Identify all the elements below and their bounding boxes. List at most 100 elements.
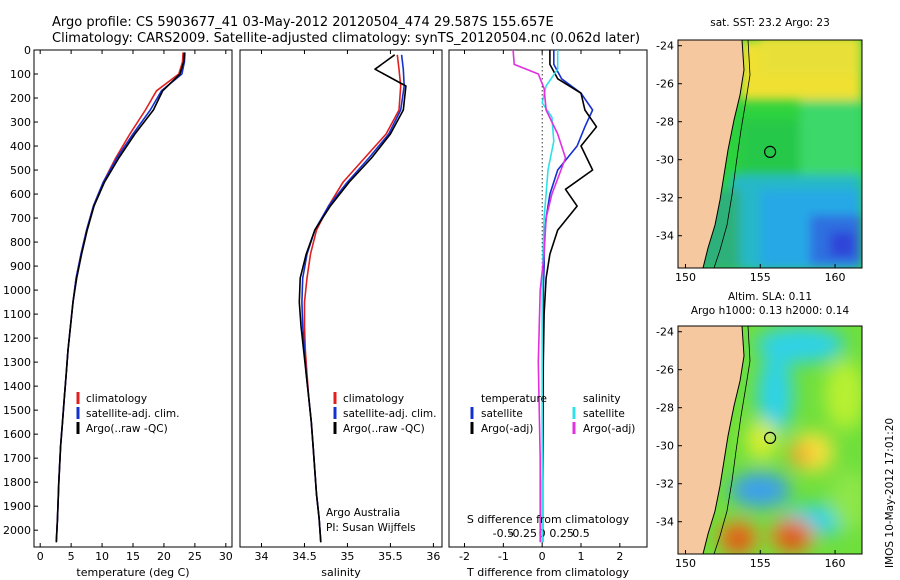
sla-map-axes: 150 155 160 -24 -26 -28 -30 -32 -34 (656, 326, 846, 570)
y-tick-label: 1900 (3, 500, 31, 513)
temperature-xlabel: temperature (deg C) (76, 566, 189, 579)
legend-argo: Argo(..raw -QC) (343, 423, 425, 435)
y-tick-label: -28 (656, 116, 674, 129)
y-tick-label: 2000 (3, 524, 31, 537)
sst-map-title: sat. SST: 23.2 Argo: 23 (710, 17, 830, 29)
legend-argo: Argo(..raw -QC) (86, 423, 168, 435)
temperature-legend: climatology satellite-adj. clim. Argo(..… (76, 392, 179, 435)
x-tick-label: 0 (539, 550, 546, 563)
x-tick-label: 155 (750, 557, 771, 570)
credit-organisation: Argo Australia (326, 507, 400, 519)
legend-satellite: satellite-adj. clim. (86, 408, 179, 420)
salinity-panel: 34 34.5 35 35.5 36 salinity climatology sate… (239, 49, 443, 579)
legend-climatology: climatology (86, 393, 147, 405)
credit-pi: PI: Susan Wijffels (326, 522, 416, 534)
s-tick-label: -0.25 (509, 527, 537, 540)
x-tick-label: 36 (426, 550, 440, 563)
series-line-t-argo-adj- (541, 50, 598, 543)
y-tick-label: -28 (656, 402, 674, 415)
y-tick-label: -24 (656, 326, 674, 339)
title-line-2: Climatology: CARS2009. Satellite-adjuste… (52, 31, 640, 46)
legend-s-argo: Argo(-adj) (583, 423, 635, 435)
series-line-argo-raw-qc- (298, 54, 407, 543)
y-tick-label: 1600 (3, 428, 31, 441)
legend-title-salinity: salinity (583, 393, 621, 405)
legend-t-satellite: satellite (481, 408, 523, 420)
y-tick-label: 1300 (3, 356, 31, 369)
x-tick-label: 15 (126, 550, 140, 563)
sla-field (678, 326, 862, 554)
y-tick-label: 400 (10, 140, 31, 153)
timestamp: IMOS 10-May-2012 17:01:20 (884, 418, 896, 568)
x-tick-label: 160 (825, 557, 846, 570)
salinity-axes-box (239, 49, 443, 548)
legend-climatology: climatology (343, 393, 404, 405)
y-tick-label: 900 (10, 260, 31, 273)
y-tick-label: 1100 (3, 308, 31, 321)
legend-title-temperature: temperature (481, 393, 547, 405)
x-tick-label: 25 (188, 550, 202, 563)
x-tick-label: 30 (219, 550, 233, 563)
title-line-1: Argo profile: CS 5903677_41 03-May-2012 … (52, 15, 554, 30)
x-tick-label: 34.5 (292, 550, 317, 563)
x-tick-label: 150 (675, 271, 696, 284)
y-tick-label: -26 (656, 78, 674, 91)
salinity-legend: climatology satellite-adj. clim. Argo(..… (333, 392, 436, 435)
y-tick-label: -30 (656, 440, 674, 453)
y-tick-label: -32 (656, 478, 674, 491)
x-tick-label: 20 (157, 550, 171, 563)
series-line-argo-raw-qc- (55, 52, 186, 543)
x-tick-label: 160 (825, 271, 846, 284)
y-tick-label: 1000 (3, 284, 31, 297)
y-tick-label: 1700 (3, 452, 31, 465)
y-tick-label: 800 (10, 236, 31, 249)
x-tick-label: 35 (340, 550, 354, 563)
y-tick-label: 1800 (3, 476, 31, 489)
x-tick-label: 10 (95, 550, 109, 563)
difference-axes-box (448, 49, 648, 548)
legend-s-satellite: satellite (583, 408, 625, 420)
y-tick-label: 1500 (3, 404, 31, 417)
x-tick-label: 1 (578, 550, 585, 563)
y-tick-label: 1400 (3, 380, 31, 393)
temperature-axes-box (33, 49, 233, 548)
x-tick-label: 5 (68, 550, 75, 563)
x-tick-label: 35.5 (378, 550, 403, 563)
y-tick-label: -34 (656, 516, 674, 529)
salinity-series (298, 54, 407, 543)
legend-t-argo: Argo(-adj) (481, 423, 533, 435)
x-tick-label: 155 (750, 271, 771, 284)
y-tick-label: -24 (656, 40, 674, 53)
difference-series (512, 49, 598, 543)
s-tick-label: -0.5 (493, 527, 514, 540)
difference-panel: -2 -1 0 1 2-0.5-0.25 0 0.250.5 T difference fr… (448, 49, 648, 579)
y-tick-label: 500 (10, 164, 31, 177)
temperature-x-axis: 0 5 10 15 20 25 30 (37, 50, 233, 563)
difference-x-axis: -2 -1 0 1 2-0.5-0.25 0 0.250.5 (459, 50, 623, 563)
sst-field (678, 40, 862, 268)
x-tick-label: -1 (498, 550, 509, 563)
x-tick-label: 34 (254, 550, 268, 563)
legend-satellite: satellite-adj. clim. (343, 408, 436, 420)
y-tick-label: 200 (10, 92, 31, 105)
x-tick-label: -2 (459, 550, 470, 563)
y-tick-label: -30 (656, 154, 674, 167)
s-tick-label: 0.5 (572, 527, 590, 540)
y-tick-label: 300 (10, 116, 31, 129)
argo-position-marker (763, 145, 777, 158)
coastline-land (678, 326, 745, 554)
x-tick-label: 150 (675, 557, 696, 570)
coastline-land (678, 40, 745, 268)
y-tick-label: -34 (656, 230, 674, 243)
sla-map-title: Altim. SLA: 0.11 (728, 291, 812, 303)
y-tick-label: -32 (656, 192, 674, 205)
sst-map-panel: sat. SST: 23.2 Argo: 23 150 155 160 -24 -26 -… (656, 17, 863, 284)
salinity-x-axis: 34 34.5 35 35.5 36 (254, 50, 440, 563)
sla-map-panel: Altim. SLA: 0.11 Argo h1000: 0.13 h2000:… (656, 291, 863, 570)
y-tick-label: 600 (10, 188, 31, 201)
x-tick-label: 2 (616, 550, 623, 563)
t-difference-xlabel: T difference from climatology (466, 566, 629, 579)
x-tick-label: 0 (37, 550, 44, 563)
difference-legend: temperature salinity satellite Argo(-adj… (470, 393, 635, 435)
sla-map-subtitle: Argo h1000: 0.13 h2000: 0.14 (691, 305, 850, 317)
